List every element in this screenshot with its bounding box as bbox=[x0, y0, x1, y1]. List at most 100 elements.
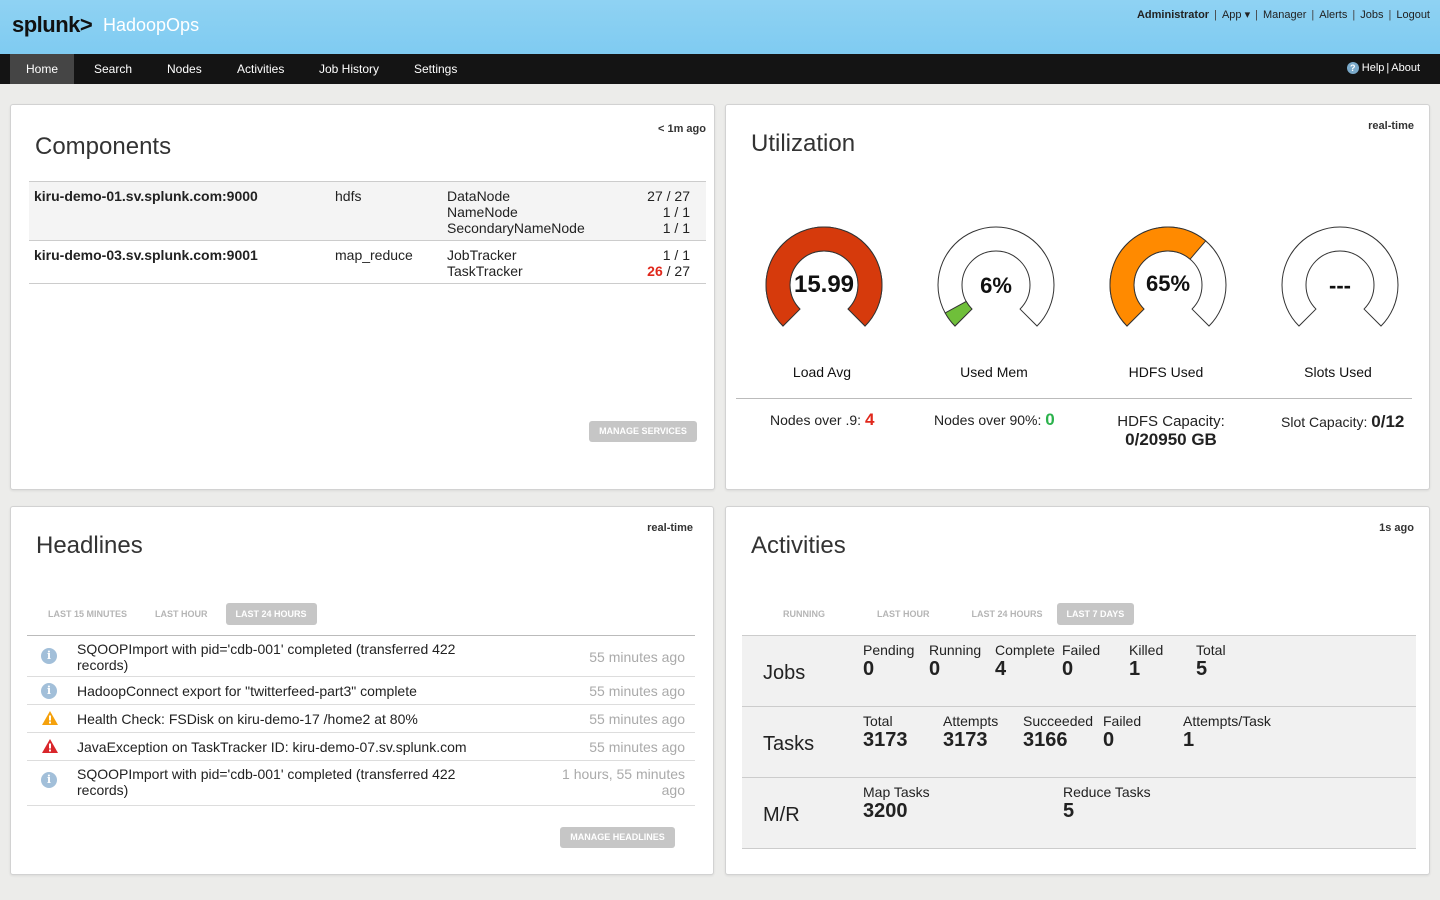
component-service: map_reduce bbox=[335, 247, 413, 263]
manage-headlines-button[interactable]: MANAGE HEADLINES bbox=[560, 827, 675, 848]
nav-search[interactable]: Search bbox=[94, 62, 133, 76]
nav-job-history[interactable]: Job History bbox=[319, 62, 380, 76]
user-menu-app[interactable]: App ▾ bbox=[1221, 9, 1251, 21]
user-menu-jobs[interactable]: Jobs bbox=[1360, 8, 1384, 21]
gauge-track bbox=[1281, 226, 1399, 327]
used-mem-gauge bbox=[937, 226, 1055, 327]
role-name: NameNode bbox=[447, 204, 518, 220]
role-name: JobTracker bbox=[447, 247, 517, 263]
mr-reduce-tasks: Reduce Tasks 5 bbox=[1063, 784, 1151, 822]
tab-running[interactable]: RUNNING bbox=[783, 609, 825, 619]
components-panel: Components < 1m ago kiru-demo-01.sv.splu… bbox=[10, 104, 715, 490]
utilization-panel: Utilization real-time 15.99 Load Avg 6% … bbox=[725, 104, 1430, 490]
tab-last-7-days[interactable]: LAST 7 DAYS bbox=[1056, 603, 1135, 625]
user-menu-manager[interactable]: Manager bbox=[1262, 8, 1307, 21]
menu-divider: | bbox=[1311, 8, 1315, 21]
top-header: splunk> HadoopOps Administrator | App ▾ … bbox=[0, 0, 1440, 54]
role-count: 1 / 1 bbox=[662, 247, 690, 263]
hdfs-used-label: HDFS Used bbox=[1128, 364, 1204, 380]
nav-home[interactable]: Home bbox=[10, 54, 75, 84]
jobs-failed: Failed 0 bbox=[1062, 642, 1101, 680]
info-icon: i bbox=[41, 683, 57, 699]
list-item[interactable]: i SQOOPImport with pid='cdb-001' complet… bbox=[27, 762, 695, 806]
tab-last-24-hours[interactable]: LAST 24 HOURS bbox=[225, 603, 317, 625]
utilization-updated: real-time bbox=[1368, 120, 1414, 132]
info-icon: i bbox=[41, 648, 57, 664]
jobs-block: Jobs Pending 0 Running 0 Complete 4 Failed 0… bbox=[742, 635, 1416, 706]
mr-block: M/R Map Tasks 3200 Reduce Tasks 5 bbox=[742, 777, 1416, 849]
user-menu-logout[interactable]: Logout bbox=[1396, 8, 1430, 21]
component-roles: JobTracker TaskTracker bbox=[447, 247, 523, 279]
tasks-label: Tasks bbox=[763, 733, 815, 755]
headline-text: SQOOPImport with pid='cdb-001' completed… bbox=[77, 766, 456, 798]
component-counts: 1 / 1 26 / 27 bbox=[647, 247, 690, 279]
tasks-total: Total 3173 bbox=[863, 713, 908, 751]
headline-time: 55 minutes ago bbox=[589, 711, 685, 727]
slot-capacity: Slot Capacity: 0/12 bbox=[1281, 412, 1405, 431]
mr-map-tasks: Map Tasks 3200 bbox=[863, 784, 930, 822]
gauge-fill bbox=[765, 226, 883, 327]
tab-last-hour[interactable]: LAST HOUR bbox=[877, 609, 930, 619]
jobs-pending: Pending 0 bbox=[863, 642, 915, 680]
hdfs-used-gauge bbox=[1109, 226, 1227, 327]
hdfs-used-value: 65% bbox=[1145, 271, 1191, 296]
menu-divider: | bbox=[1255, 8, 1258, 21]
component-service: hdfs bbox=[335, 188, 362, 204]
splunk-logo[interactable]: splunk> bbox=[12, 12, 93, 37]
headline-text: JavaException on TaskTracker ID: kiru-de… bbox=[77, 739, 467, 755]
slots-used-gauge bbox=[1281, 226, 1399, 327]
jobs-complete: Complete 4 bbox=[995, 642, 1055, 680]
role-name: DataNode bbox=[447, 188, 511, 204]
about-link[interactable]: About bbox=[1391, 62, 1420, 74]
gauge-fill bbox=[1109, 226, 1207, 327]
headline-text: HadoopConnect export for "twitterfeed-pa… bbox=[77, 683, 417, 699]
list-item[interactable]: i HadoopConnect export for "twitterfeed-… bbox=[27, 678, 695, 705]
info-icon: i bbox=[41, 772, 57, 788]
menu-divider: | bbox=[1388, 8, 1392, 21]
list-item[interactable]: Health Check: FSDisk on kiru-demo-17 /ho… bbox=[27, 706, 695, 733]
components-table: kiru-demo-01.sv.splunk.com:9000 hdfs Dat… bbox=[29, 181, 706, 284]
gauge-track bbox=[937, 226, 1055, 327]
headline-text: SQOOPImport with pid='cdb-001' completed… bbox=[77, 641, 456, 673]
utilization-title: Utilization bbox=[751, 130, 856, 157]
divider bbox=[27, 635, 695, 636]
component-counts: 27 / 27 1 / 1 1 / 1 bbox=[647, 188, 690, 236]
tab-last-24-hours[interactable]: LAST 24 HOURS bbox=[971, 609, 1043, 619]
headlines-tabs: LAST 15 MINUTES LAST HOUR LAST 24 HOURS bbox=[38, 603, 319, 625]
component-host[interactable]: kiru-demo-03.sv.splunk.com:9001 bbox=[34, 247, 258, 263]
help-icon[interactable]: ? bbox=[1346, 62, 1359, 74]
gauge-fill bbox=[944, 300, 973, 327]
jobs-label: Jobs bbox=[763, 662, 806, 684]
table-row: kiru-demo-03.sv.splunk.com:9001 map_redu… bbox=[29, 241, 706, 284]
role-count: 1 / 1 bbox=[662, 204, 690, 220]
nav-nodes[interactable]: Nodes bbox=[167, 62, 202, 76]
headline-time: 55 minutes ago bbox=[589, 649, 685, 665]
load-avg-value: 15.99 bbox=[793, 271, 855, 298]
tasks-failed: Failed 0 bbox=[1103, 713, 1142, 751]
slots-used-label: Slots Used bbox=[1304, 364, 1372, 380]
help-link[interactable]: Help bbox=[1361, 62, 1385, 74]
role-name: SecondaryNameNode bbox=[447, 220, 585, 236]
nav-settings[interactable]: Settings bbox=[414, 62, 458, 76]
hdfs-capacity: HDFS Capacity: 0/20950 GB bbox=[1117, 413, 1225, 449]
headlines-panel: Headlines real-time LAST 15 MINUTES LAST… bbox=[10, 506, 714, 875]
list-item[interactable]: i SQOOPImport with pid='cdb-001' complet… bbox=[27, 636, 695, 677]
tab-last-hour[interactable]: LAST HOUR bbox=[155, 609, 208, 619]
component-host[interactable]: kiru-demo-01.sv.splunk.com:9000 bbox=[34, 188, 258, 204]
user-menu-alerts[interactable]: Alerts bbox=[1319, 8, 1348, 21]
list-item[interactable]: JavaException on TaskTracker ID: kiru-de… bbox=[27, 734, 695, 761]
tasks-succeeded: Succeeded 3166 bbox=[1023, 713, 1094, 751]
headlines-title: Headlines bbox=[36, 532, 143, 559]
tab-last-15-minutes[interactable]: LAST 15 MINUTES bbox=[48, 609, 128, 619]
menu-divider: | bbox=[1386, 62, 1390, 74]
nav-activities[interactable]: Activities bbox=[237, 62, 285, 76]
jobs-total: Total 5 bbox=[1196, 642, 1226, 680]
tasks-attempts: Attempts 3173 bbox=[943, 713, 999, 751]
manage-services-button[interactable]: MANAGE SERVICES bbox=[589, 421, 697, 442]
used-mem-label: Used Mem bbox=[960, 364, 1028, 380]
tasks-block: Tasks Total 3173 Attempts 3173 Succeeded 31… bbox=[742, 706, 1416, 777]
app-name[interactable]: HadoopOps bbox=[103, 15, 200, 35]
slots-used-value: --- bbox=[1329, 273, 1351, 298]
headline-time: 55 minutes ago bbox=[589, 739, 685, 755]
user-menu-administrator[interactable]: Administrator bbox=[1136, 8, 1210, 21]
